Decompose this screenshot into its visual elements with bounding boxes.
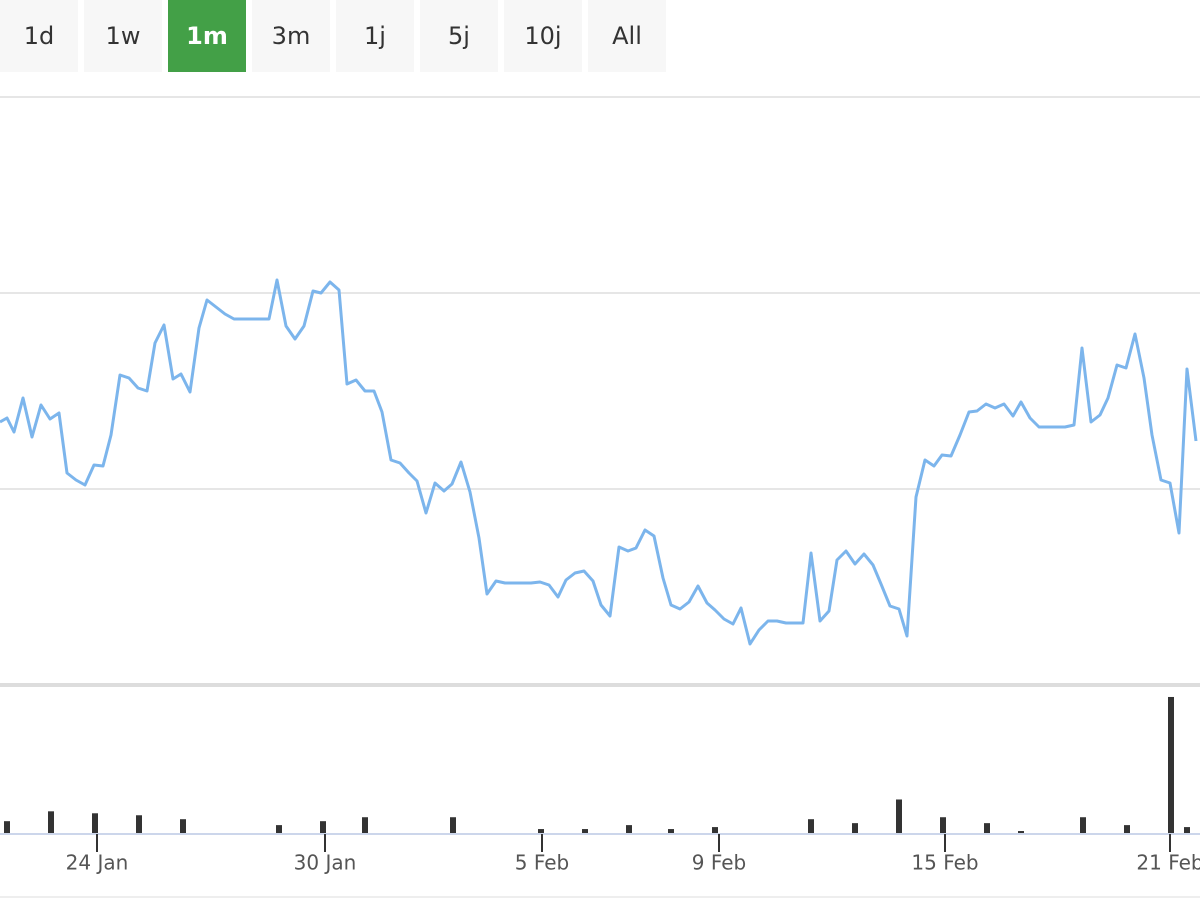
- volume-bar: [712, 827, 718, 833]
- range-button[interactable]: [588, 0, 666, 72]
- volume-bar: [320, 821, 326, 833]
- x-tick-label: 15 Feb: [911, 851, 978, 875]
- volume-bar: [984, 823, 990, 833]
- range-button-label[interactable]: 1w: [106, 22, 141, 50]
- volume-bar: [4, 821, 10, 833]
- volume-bar: [852, 823, 858, 833]
- volume-bar: [48, 811, 54, 833]
- volume-bar: [896, 799, 902, 833]
- volume-bar: [276, 825, 282, 833]
- range-button-label[interactable]: 1d: [24, 22, 55, 50]
- volume-bar: [1184, 827, 1190, 833]
- range-button-label[interactable]: 3m: [272, 22, 311, 50]
- range-button[interactable]: [252, 0, 330, 72]
- volume-bar: [362, 817, 368, 833]
- volume-bar: [668, 829, 674, 833]
- range-button[interactable]: [84, 0, 162, 72]
- range-button-label[interactable]: 5j: [448, 22, 470, 50]
- range-button[interactable]: [504, 0, 582, 72]
- volume-bar: [180, 819, 186, 833]
- x-tick-label: 5 Feb: [515, 851, 570, 875]
- price-line: [0, 278, 1198, 646]
- volume-bar: [1018, 831, 1024, 833]
- volume-bar: [626, 825, 632, 833]
- range-button[interactable]: [0, 0, 78, 72]
- range-button[interactable]: [168, 0, 246, 72]
- volume-bar: [1124, 825, 1130, 833]
- x-tick-label: 21 Feb: [1136, 851, 1200, 875]
- range-button[interactable]: [336, 0, 414, 72]
- range-button-label[interactable]: 10j: [524, 22, 561, 50]
- x-tick-label: 9 Feb: [692, 851, 747, 875]
- volume-bar: [450, 817, 456, 833]
- volume-bar: [1080, 817, 1086, 833]
- volume-bar: [940, 817, 946, 833]
- range-button-label[interactable]: 1m: [186, 22, 228, 50]
- x-tick-label: 30 Jan: [294, 851, 357, 875]
- range-button[interactable]: [420, 0, 498, 72]
- range-button-label[interactable]: All: [612, 22, 642, 50]
- volume-bar: [538, 829, 544, 833]
- volume-bar: [92, 813, 98, 833]
- volume-bar: [136, 815, 142, 833]
- volume-bar: [808, 819, 814, 833]
- volume-bar: [1168, 696, 1174, 833]
- x-tick-label: 24 Jan: [66, 851, 129, 875]
- range-button-label[interactable]: 1j: [364, 22, 386, 50]
- volume-bar: [582, 829, 588, 833]
